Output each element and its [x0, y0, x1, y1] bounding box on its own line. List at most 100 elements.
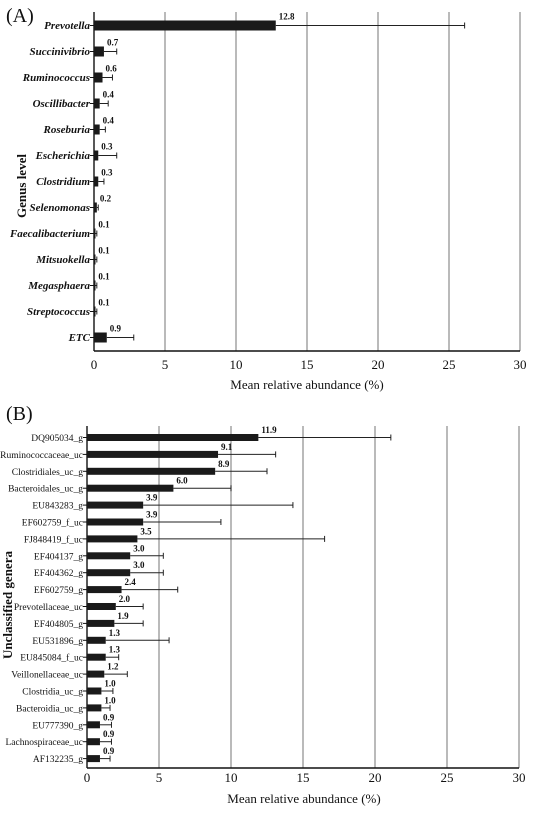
category-label-a-9: Mitsuokella	[35, 254, 90, 266]
category-label-a-2: Ruminococcus	[22, 72, 90, 84]
x-tick-label-b-20: 20	[369, 770, 382, 785]
bar-a-0	[94, 20, 276, 31]
category-label-a-8: Faecalibacterium	[9, 228, 90, 240]
data-label-b-11: 1.9	[117, 611, 129, 621]
data-label-a-9: 0.1	[98, 246, 110, 256]
bar-b-12	[87, 636, 106, 644]
panel-b-x-axis-label: Mean relative abundance (%)	[227, 791, 380, 806]
category-label-b-8: EF404362_g	[34, 569, 83, 579]
data-label-b-9: 2.4	[125, 577, 137, 587]
category-label-b-11: EF404805_g	[34, 620, 83, 630]
bar-b-11	[87, 619, 115, 627]
category-label-b-12: EU531896_g	[32, 637, 83, 647]
x-tick-label-a-15: 15	[301, 357, 314, 372]
category-label-b-16: Bacteroidia_uc_g	[16, 704, 83, 714]
x-tick-label-b-30: 30	[513, 770, 526, 785]
bar-b-0	[87, 434, 259, 441]
panel-b-y-axis-label: Unclassified genera	[0, 551, 15, 659]
bar-a-2	[94, 72, 103, 83]
data-label-a-5: 0.3	[101, 142, 113, 152]
x-tick-label-b-25: 25	[441, 770, 454, 785]
x-tick-label-b-0: 0	[84, 770, 91, 785]
x-tick-label-a-30: 30	[514, 357, 527, 372]
data-label-b-19: 0.9	[103, 746, 115, 756]
category-label-b-3: Bacteroidales_uc_g	[8, 485, 83, 495]
category-label-a-10: Megasphaera	[27, 280, 90, 292]
bar-b-9	[87, 586, 122, 594]
data-label-b-10: 2.0	[119, 594, 131, 604]
data-label-a-7: 0.2	[100, 194, 112, 204]
panel-a-y-axis-label: Genus level	[14, 154, 29, 218]
data-label-b-16: 1.0	[104, 695, 116, 705]
bar-a-1	[94, 46, 104, 57]
category-label-a-6: Clostridium	[36, 176, 90, 188]
category-label-b-6: FJ848419_f_uc	[24, 534, 83, 545]
bar-b-13	[87, 653, 106, 661]
category-label-b-19: AF132235_g	[33, 755, 83, 765]
bar-b-2	[87, 467, 216, 475]
panel-b: (B) Unclassified genera Mean relative ab…	[0, 403, 526, 806]
data-label-b-6: 3.5	[140, 526, 152, 536]
bar-b-16	[87, 704, 102, 712]
panel-b-label: (B)	[6, 403, 33, 425]
data-label-b-13: 1.3	[109, 645, 121, 655]
category-label-a-5: Escherichia	[35, 150, 91, 162]
category-label-b-13: EU845084_f_uc	[20, 653, 83, 664]
data-label-b-1: 9.1	[221, 442, 233, 452]
data-label-a-3: 0.4	[103, 90, 115, 100]
bar-b-10	[87, 603, 116, 610]
category-label-b-2: Clostridiales_uc_g	[12, 468, 83, 478]
data-label-b-12: 1.3	[109, 628, 121, 638]
category-label-a-4: Roseburia	[43, 124, 91, 136]
category-label-b-4: EU843283_g	[32, 502, 83, 512]
category-label-b-10: Prevotellaceae_uc	[14, 603, 83, 613]
bar-b-15	[87, 687, 102, 695]
data-label-b-7: 3.0	[133, 543, 145, 553]
data-label-b-5: 3.9	[146, 510, 158, 520]
data-label-b-0: 11.9	[261, 425, 277, 435]
bar-b-8	[87, 569, 131, 577]
data-label-b-15: 1.0	[104, 679, 116, 689]
category-label-b-15: Clostridia_uc_g	[22, 688, 83, 698]
data-label-b-4: 3.9	[146, 493, 158, 503]
bar-b-14	[87, 670, 105, 678]
data-label-a-1: 0.7	[107, 38, 119, 48]
data-label-a-2: 0.6	[106, 64, 118, 74]
data-label-b-18: 0.9	[103, 729, 115, 739]
bar-b-6	[87, 535, 138, 543]
x-tick-label-a-0: 0	[91, 357, 98, 372]
bar-a-10	[94, 280, 96, 291]
category-label-b-7: EF404137_g	[34, 552, 83, 562]
category-label-b-5: EF602759_f_uc	[22, 518, 83, 529]
category-label-a-3: Oscillibacter	[33, 98, 91, 110]
x-tick-label-a-20: 20	[372, 357, 385, 372]
x-tick-label-a-5: 5	[162, 357, 169, 372]
bar-b-19	[87, 755, 100, 763]
x-tick-label-b-10: 10	[225, 770, 238, 785]
data-label-b-17: 0.9	[103, 712, 115, 722]
panel-a-plot: 0 5 10 15 20 25 30 Prevotella 12.8 Succinivibrio 0…	[9, 12, 527, 373]
bar-b-18	[87, 738, 100, 746]
panel-a-label: (A)	[6, 5, 34, 27]
data-label-a-8: 0.1	[98, 220, 110, 230]
bar-b-5	[87, 518, 144, 526]
category-label-b-1: Ruminococcaceae_uc	[0, 451, 83, 461]
bar-b-17	[87, 721, 100, 729]
category-label-b-17: EU777390_g	[32, 721, 83, 731]
bar-b-3	[87, 484, 174, 492]
x-tick-label-a-10: 10	[230, 357, 243, 372]
bar-a-7	[94, 202, 97, 213]
category-label-a-11: Streptococcus	[27, 306, 90, 318]
category-label-b-14: Veillonellaceae_uc	[11, 671, 83, 681]
data-label-b-2: 8.9	[218, 459, 230, 469]
data-label-a-6: 0.3	[101, 168, 113, 178]
panel-a: (A) Genus level Mean relative abundance …	[6, 5, 527, 392]
bar-b-1	[87, 450, 219, 458]
category-label-a-12: ETC	[68, 332, 91, 344]
x-tick-label-b-5: 5	[156, 770, 163, 785]
bar-a-5	[94, 150, 99, 161]
bar-a-3	[94, 98, 100, 109]
category-label-b-9: EF602759_g	[34, 586, 83, 596]
bar-a-6	[94, 176, 99, 187]
data-label-a-10: 0.1	[98, 272, 110, 282]
